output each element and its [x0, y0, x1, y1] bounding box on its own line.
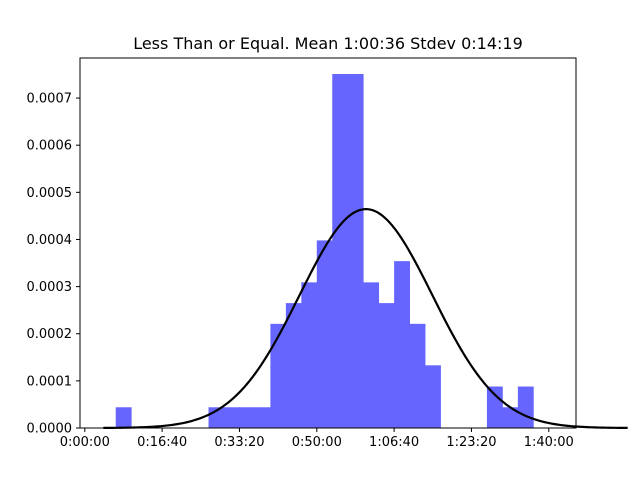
y-tick-label: 0.0007	[27, 92, 73, 107]
histogram-bar-4	[239, 407, 256, 428]
x-tick-label: 0:00:00	[60, 435, 110, 450]
x-tick-label: 1:40:00	[524, 435, 574, 450]
y-tick-label: 0.0003	[27, 280, 73, 295]
plot-frame	[79, 57, 577, 429]
histogram-bars	[115, 74, 534, 428]
x-tick-label: 1:06:40	[369, 435, 419, 450]
y-axis: 0.0000 0.0001 0.0002 0.0003 0.0004 0.0005 0.00…	[27, 92, 80, 437]
histogram-bar-14	[394, 261, 410, 428]
y-tick-label: 0.0000	[27, 422, 73, 437]
histogram-bar-8	[301, 282, 318, 428]
y-tick-label: 0.0005	[27, 186, 73, 201]
histogram-bar-7	[285, 303, 302, 428]
histogram-bar-6	[270, 323, 287, 428]
y-tick-label: 0.0001	[27, 374, 73, 389]
histogram-bar-5	[254, 407, 271, 428]
histogram-bar-1	[115, 407, 132, 428]
y-tick-label: 0.0004	[27, 233, 73, 248]
y-tick-label: 0.0002	[27, 327, 73, 342]
histogram-bar-9	[316, 240, 333, 428]
histogram-bar-19	[517, 386, 534, 428]
chart-title: Less Than or Equal. Mean 1:00:36 Stdev 0…	[133, 34, 523, 53]
y-tick-label: 0.0006	[27, 139, 73, 154]
x-axis: 0:00:00 0:16:40 0:33:20 0:50:00 1:06:40 1:23:…	[60, 428, 574, 450]
histogram-bar-3	[223, 407, 240, 428]
histogram-bar-11	[347, 74, 364, 428]
histogram-bar-15	[409, 323, 426, 428]
histogram-bar-13	[378, 303, 395, 428]
histogram-bar-12	[363, 282, 380, 428]
histogram-bar-10	[332, 74, 349, 428]
x-tick-label: 0:50:00	[292, 435, 342, 450]
normal-fit-curve-layer	[103, 207, 628, 430]
x-tick-label: 0:16:40	[137, 435, 187, 450]
histogram-bar-16	[425, 365, 441, 428]
histogram-bar-18	[502, 407, 519, 428]
histogram-bar-17	[486, 386, 503, 428]
x-tick-label: 1:23:20	[446, 435, 496, 450]
x-tick-label: 0:33:20	[214, 435, 264, 450]
normal-fit-curve	[103, 207, 628, 430]
